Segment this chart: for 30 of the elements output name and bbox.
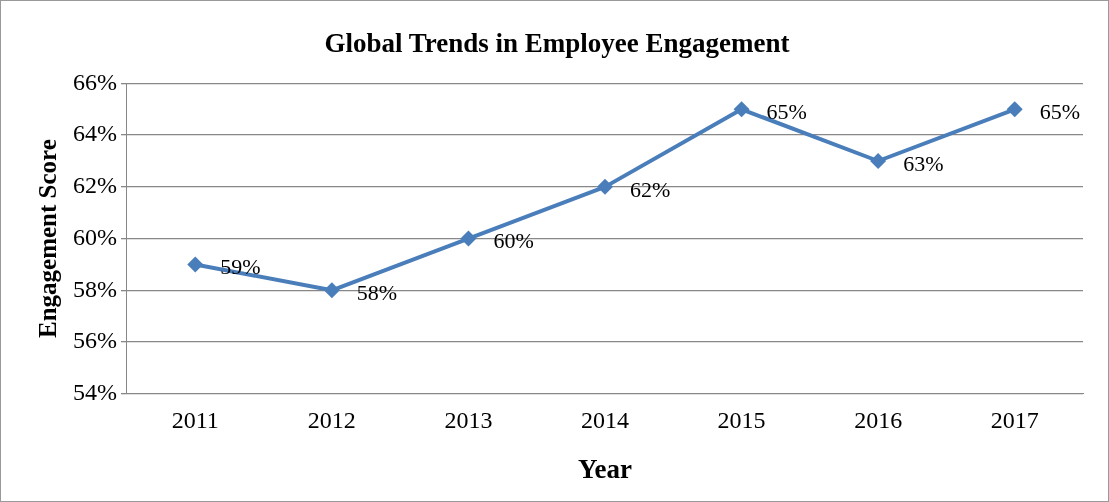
point xyxy=(597,178,613,195)
data-label: 60% xyxy=(493,228,534,254)
y-tick-label: 56% xyxy=(72,327,117,354)
data-label: 63% xyxy=(903,150,944,176)
y-tick-label: 54% xyxy=(72,379,117,406)
x-tick-label: 2015 xyxy=(717,407,766,434)
point xyxy=(733,101,750,118)
x-tick-label: 2017 xyxy=(990,407,1039,434)
x-tick-label: 2013 xyxy=(444,407,493,434)
data-label: 65% xyxy=(1039,99,1081,125)
y-tick-label: 64% xyxy=(72,120,117,147)
y-tick-label: 60% xyxy=(72,223,117,250)
y-tick-label: 62% xyxy=(72,172,117,199)
point xyxy=(187,256,204,273)
y-tick-label: 58% xyxy=(72,275,117,302)
y-tick-label: 66% xyxy=(72,68,117,95)
point xyxy=(460,230,477,247)
point xyxy=(323,282,340,299)
x-tick-label: 2014 xyxy=(581,407,629,434)
y-axis-title: Engagement Score xyxy=(34,139,62,339)
data-label: 58% xyxy=(356,280,398,306)
chart-title: Global Trends in Employee Engagement xyxy=(324,28,790,59)
data-label: 65% xyxy=(766,99,807,125)
x-tick-label: 2012 xyxy=(307,407,356,434)
x-axis-title: Year xyxy=(578,453,632,484)
x-tick-label: 2016 xyxy=(854,407,903,434)
x-tick-label: 2011 xyxy=(171,407,219,434)
point xyxy=(870,153,887,169)
data-label: 62% xyxy=(630,176,671,202)
point xyxy=(1006,101,1023,118)
